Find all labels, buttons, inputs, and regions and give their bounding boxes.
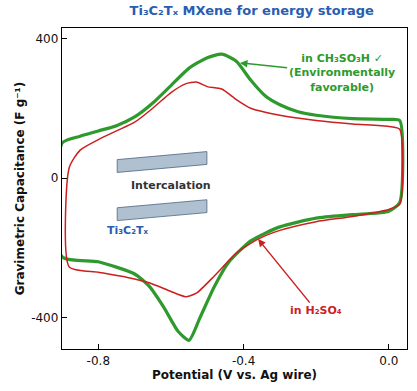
svg-text:Ti₃C₂Tₓ: Ti₃C₂Tₓ [107,224,148,237]
svg-text:in H₂SO₄: in H₂SO₄ [290,304,342,317]
svg-text:-0.8: -0.8 [87,354,110,368]
svg-text:in CH₃SO₃H ✓(Environmentallyfa: in CH₃SO₃H ✓(Environmentallyfavorable) [289,52,395,94]
svg-text:0: 0 [51,171,59,185]
svg-text:Intercalation: Intercalation [131,179,211,192]
svg-text:Potential (V vs. Ag wire): Potential (V vs. Ag wire) [152,368,317,382]
svg-text:-0.4: -0.4 [232,354,255,368]
svg-text:0.0: 0.0 [379,354,398,368]
svg-text:Gravimetric Capacitance (F g⁻¹: Gravimetric Capacitance (F g⁻¹) [13,82,27,296]
svg-text:Ti₃C₂Tₓ MXene for energy stora: Ti₃C₂Tₓ MXene for energy storage [130,3,375,18]
svg-text:400: 400 [35,32,58,46]
svg-text:-400: -400 [31,311,58,325]
